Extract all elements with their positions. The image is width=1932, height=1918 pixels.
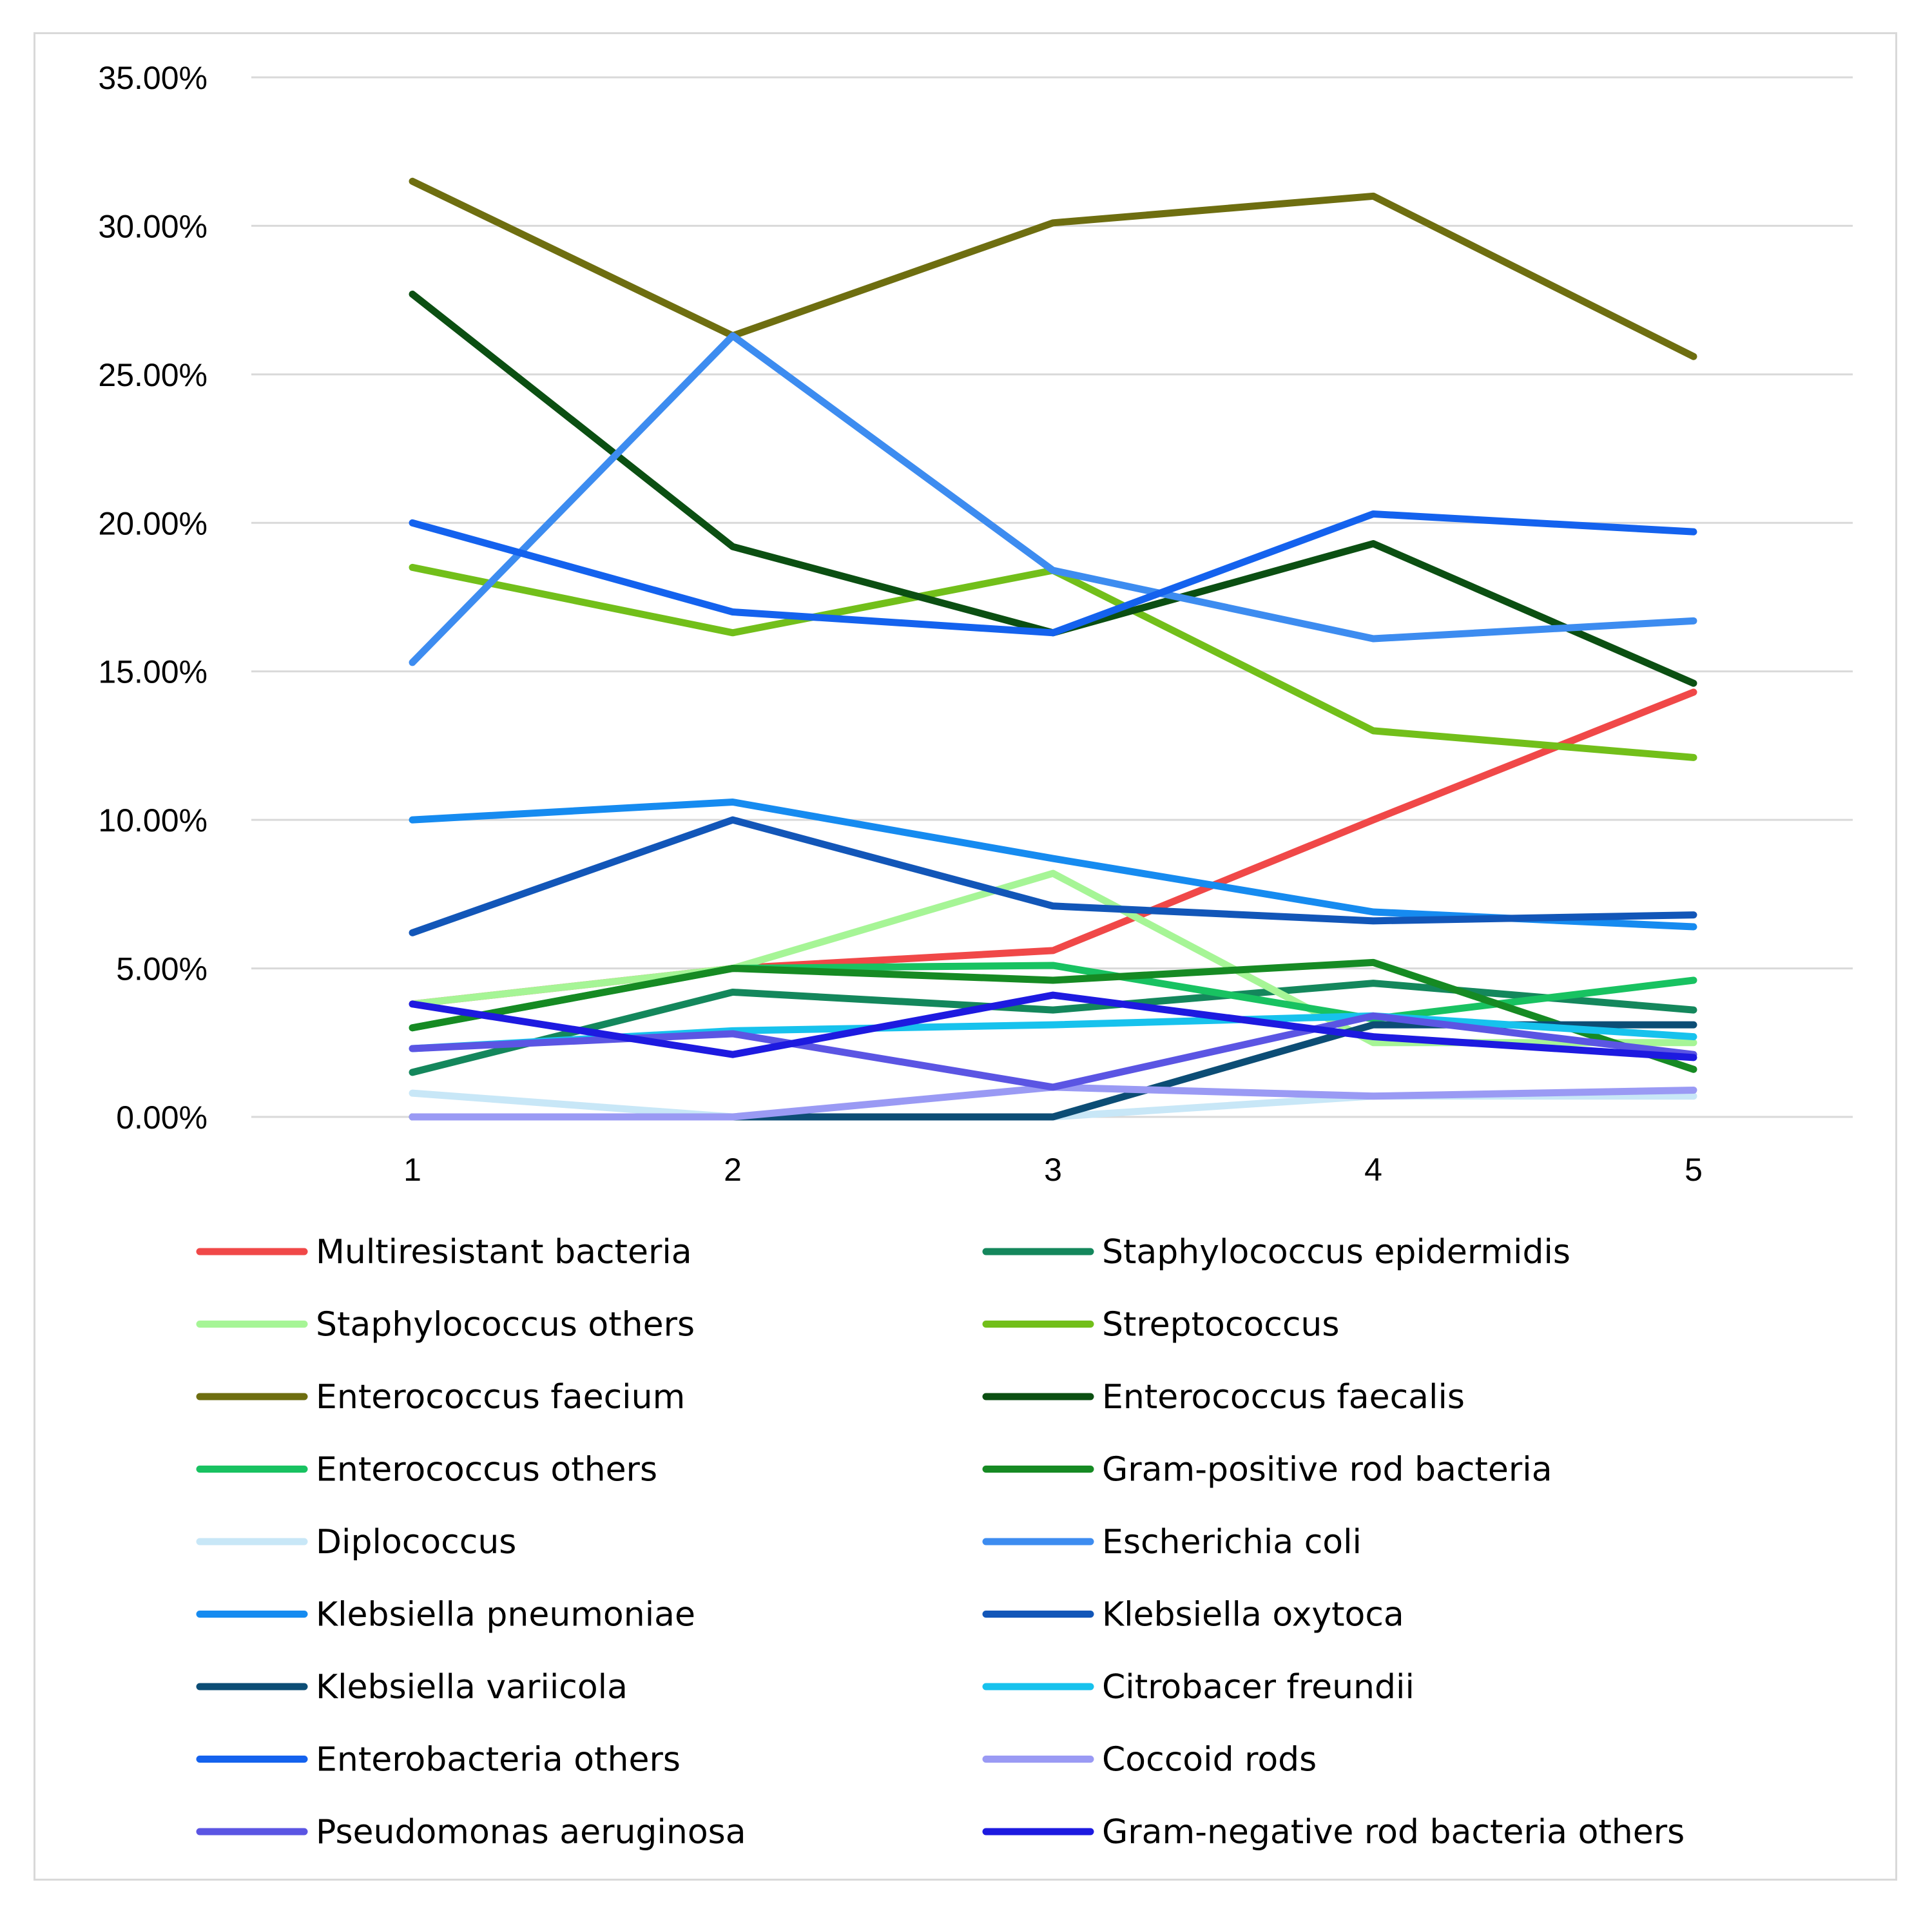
legend-item: Klebsiella pneumoniae (196, 1596, 695, 1634)
series-line-staphylococcus-epidermidis (409, 980, 1697, 1076)
y-tick-label: 30.00% (98, 208, 208, 244)
x-tick-label: 1 (403, 1152, 421, 1188)
legend-item: Diplococcus (196, 1523, 516, 1562)
legend-item: Gram-negative rod bacteria others (982, 1813, 1685, 1852)
legend-label: Staphylococcus others (316, 1306, 695, 1344)
y-tick-label: 35.00% (98, 60, 208, 96)
legend-item: Escherichia coli (982, 1523, 1362, 1562)
series-line-enterococcus-faecalis (409, 290, 1697, 687)
y-tick-label: 0.00% (116, 1099, 208, 1136)
legend-item: Staphylococcus others (196, 1306, 695, 1344)
legend-item: Gram-positive rod bacteria (982, 1451, 1552, 1489)
series-line-escherichia-coli (409, 332, 1697, 666)
legend-label: Enterococcus faecium (316, 1378, 685, 1417)
series-lines (409, 177, 1697, 1121)
legend-label: Staphylococcus epidermidis (1102, 1233, 1570, 1272)
legend-label: Enterobacteria others (316, 1741, 681, 1779)
y-axis: 0.00% 5.00% 10.00% 15.00% 20.00% 25.00% 30.00%… (98, 60, 208, 1136)
x-axis: 1 2 3 4 5 (403, 1152, 1703, 1188)
legend-label: Streptococcus (1102, 1306, 1339, 1344)
series-line-coccoid-rods (409, 1083, 1697, 1121)
legend-item: Pseudomonas aeruginosa (196, 1813, 746, 1852)
legend-label: Enterococcus faecalis (1102, 1378, 1465, 1417)
y-tick-label: 25.00% (98, 357, 208, 393)
series-line-staphylococcus-others (409, 869, 1697, 1047)
legend-label: Klebsiella variicola (316, 1668, 628, 1707)
legend-item: Enterococcus faecalis (982, 1378, 1465, 1417)
legend-label: Diplococcus (316, 1523, 516, 1562)
x-tick-label: 2 (724, 1152, 742, 1188)
legend-item: Multiresistant bacteria (196, 1233, 692, 1272)
legend-item: Klebsiella variicola (196, 1668, 628, 1707)
legend-item: Staphylococcus epidermidis (982, 1233, 1570, 1272)
series-line-gram-negative-rod-bacteria-others (409, 991, 1697, 1061)
y-tick-label: 5.00% (116, 951, 208, 987)
y-tick-label: 20.00% (98, 505, 208, 541)
legend-item: Streptococcus (982, 1306, 1339, 1344)
legend-label: Klebsiella pneumoniae (316, 1596, 695, 1634)
series-line-enterococcus-faecium (409, 177, 1697, 360)
gridlines (251, 76, 1853, 1118)
legend-label: Multiresistant bacteria (316, 1233, 692, 1272)
legend-item: Coccoid rods (982, 1741, 1317, 1779)
legend-label: Escherichia coli (1102, 1523, 1362, 1562)
x-tick-label: 4 (1364, 1152, 1382, 1188)
legend-label: Pseudomonas aeruginosa (316, 1813, 746, 1852)
legend-item: Klebsiella oxytoca (982, 1596, 1404, 1634)
series-line-klebsiella-oxytoca (409, 816, 1697, 936)
legend-label: Citrobacer freundii (1102, 1668, 1415, 1707)
y-tick-label: 15.00% (98, 654, 208, 690)
legend: Multiresistant bacteria Staphylococcus ep… (196, 1233, 1685, 1852)
legend-item: Enterobacteria others (196, 1741, 681, 1779)
legend-item: Citrobacer freundii (982, 1668, 1415, 1707)
legend-label: Enterococcus others (316, 1451, 657, 1489)
legend-item: Enterococcus others (196, 1451, 657, 1489)
legend-label: Klebsiella oxytoca (1102, 1596, 1404, 1634)
x-tick-label: 3 (1044, 1152, 1062, 1188)
series-line-gram-positive-rod-bacteria (409, 958, 1697, 1073)
series-line-enterobacteria-others (409, 510, 1697, 637)
y-tick-label: 10.00% (98, 802, 208, 838)
legend-item: Enterococcus faecium (196, 1378, 685, 1417)
legend-label: Gram-positive rod bacteria (1102, 1451, 1552, 1489)
legend-label: Gram-negative rod bacteria others (1102, 1813, 1685, 1852)
legend-label: Coccoid rods (1102, 1741, 1317, 1779)
x-tick-label: 5 (1685, 1152, 1703, 1188)
